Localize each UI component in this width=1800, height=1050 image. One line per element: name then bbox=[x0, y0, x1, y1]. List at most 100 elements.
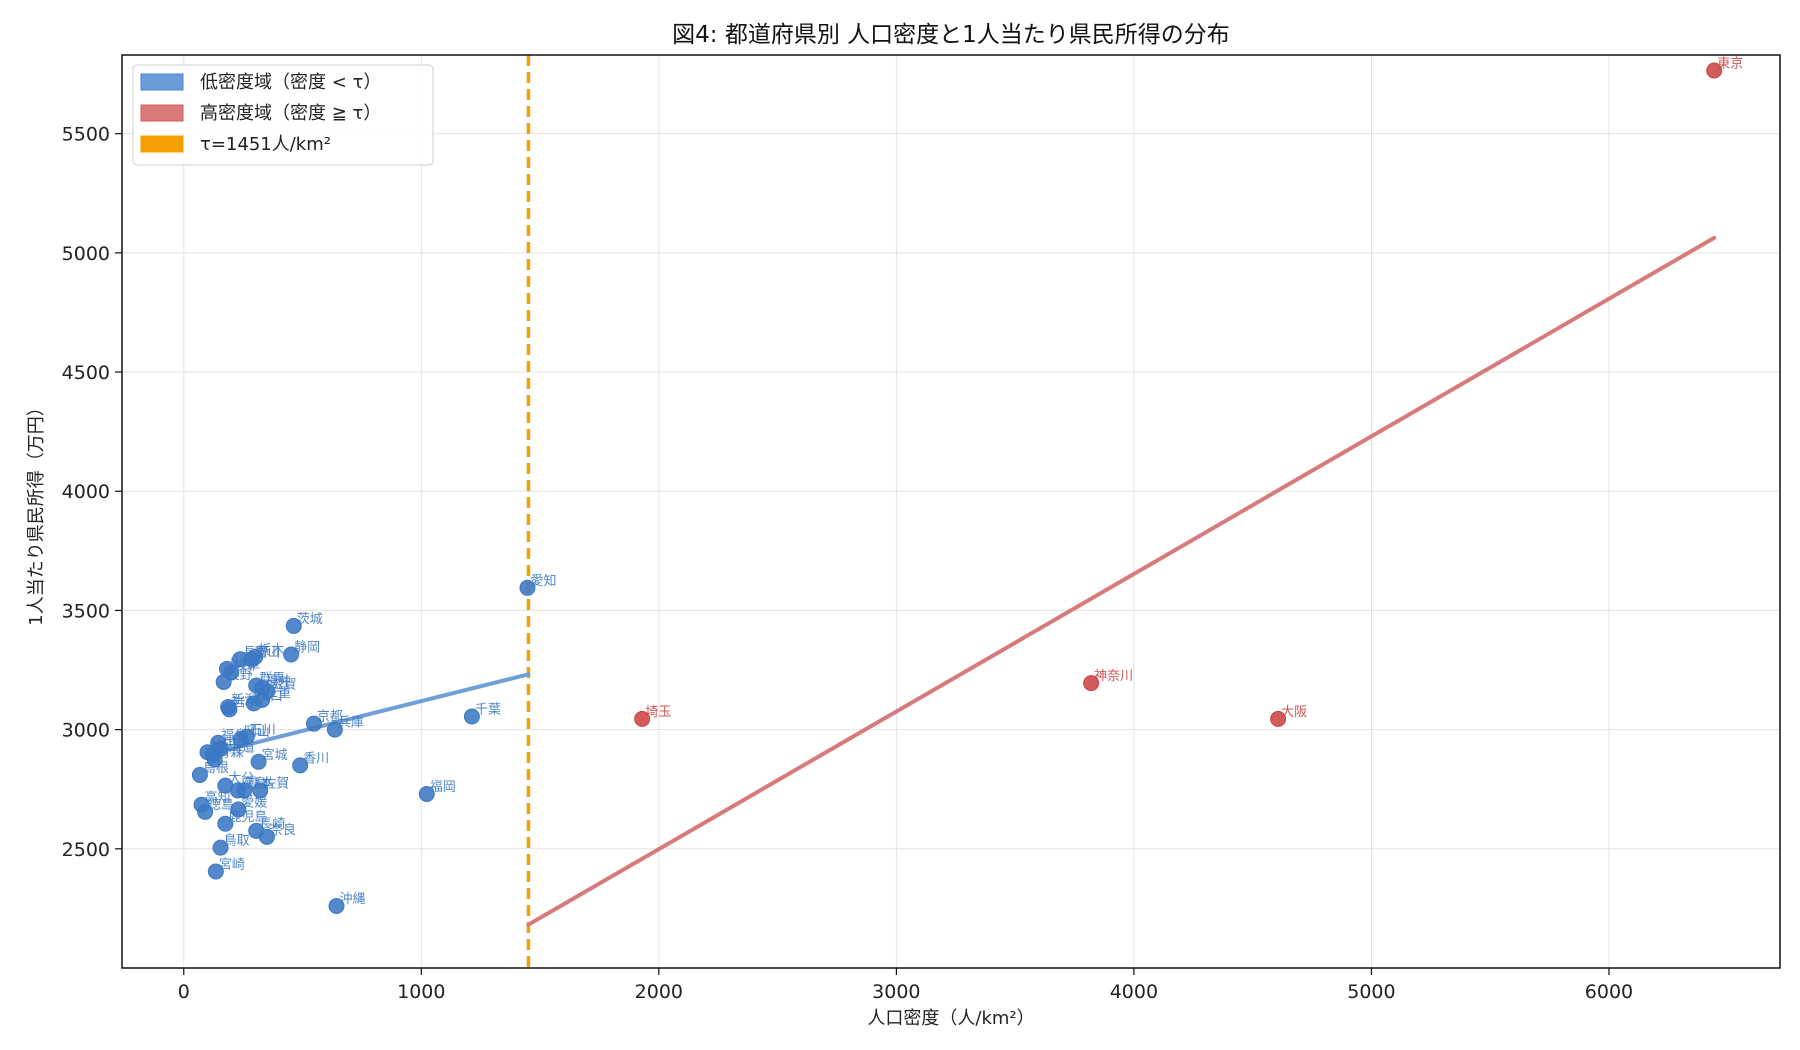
low-data-point bbox=[221, 701, 238, 718]
point-label: 埼玉 bbox=[645, 705, 671, 720]
point-label: 宮城 bbox=[262, 747, 288, 763]
y-tick-label: 3000 bbox=[62, 720, 110, 742]
point-label: 岐阜 bbox=[234, 657, 260, 673]
x-tick-label: 5000 bbox=[1347, 981, 1395, 1003]
x-tick-label: 2000 bbox=[635, 981, 683, 1003]
low-data-point bbox=[191, 766, 208, 783]
legend-swatch bbox=[140, 73, 184, 91]
low-data-point bbox=[236, 782, 253, 799]
point-label: 石川 bbox=[250, 723, 276, 738]
point-label: 長野 bbox=[227, 668, 253, 683]
point-label: 東京 bbox=[1717, 55, 1743, 71]
x-axis-label: 人口密度（人/km²） bbox=[867, 1008, 1034, 1029]
point-label: 愛媛 bbox=[241, 795, 267, 810]
grid-lines bbox=[122, 55, 1780, 968]
x-tick-label: 4000 bbox=[1110, 981, 1158, 1003]
low-data-point bbox=[254, 691, 271, 708]
point-label: 栃木 bbox=[258, 643, 284, 658]
point-label: 愛知 bbox=[530, 573, 556, 589]
y-axis-label: 1人当たり県民所得（万円） bbox=[26, 398, 47, 625]
low-data-point bbox=[328, 898, 345, 915]
point-label: 北海道 bbox=[216, 741, 255, 756]
fit-lines bbox=[205, 235, 1717, 927]
point-label: 福井 bbox=[265, 674, 291, 689]
point-label: 岩手 bbox=[232, 695, 258, 710]
high-data-point bbox=[634, 710, 651, 727]
point-label: 香川 bbox=[303, 751, 329, 766]
point-label: 大分 bbox=[228, 772, 254, 787]
point-label: 三重 bbox=[265, 685, 291, 701]
low-data-point bbox=[418, 785, 435, 802]
point-label: 大阪 bbox=[1281, 705, 1307, 720]
legend-box bbox=[132, 64, 434, 166]
legend: 低密度域（密度 < τ） 高密度域（密度 ≧ τ） τ=1451人/km² bbox=[132, 64, 434, 166]
low-data-point bbox=[250, 753, 267, 770]
x-axis-ticks: 0 1000 2000 3000 4000 5000 6000 bbox=[178, 968, 1633, 1003]
legend-label: 低密度域（密度 < τ） bbox=[200, 72, 381, 93]
point-label: 秋田 bbox=[211, 738, 237, 753]
low-data-point bbox=[215, 673, 232, 690]
low-data-point bbox=[292, 757, 309, 774]
low-data-point bbox=[519, 579, 536, 596]
point-label: 千葉 bbox=[475, 703, 501, 718]
x-tick-label: 6000 bbox=[1585, 981, 1633, 1003]
high-data-point bbox=[1270, 710, 1287, 727]
low-data-point bbox=[197, 803, 214, 820]
point-label: 山梨 bbox=[230, 655, 256, 670]
legend-swatch bbox=[140, 135, 184, 153]
point-label: 福岡 bbox=[430, 780, 456, 795]
point-label: 兵庫 bbox=[338, 716, 364, 731]
point-label: 宮崎 bbox=[219, 856, 245, 872]
low-data-point bbox=[283, 646, 300, 663]
low-data-point bbox=[258, 828, 275, 845]
y-axis-ticks: 2500 3000 3500 4000 4500 5000 5500 bbox=[62, 124, 122, 861]
y-tick-label: 2500 bbox=[62, 839, 110, 861]
x-tick-label: 1000 bbox=[397, 981, 445, 1003]
low-data-point bbox=[217, 815, 234, 832]
point-label: 鳥取 bbox=[224, 834, 250, 849]
point-label: 新潟 bbox=[231, 692, 257, 708]
point-label: 滋賀 bbox=[270, 677, 296, 692]
point-label: 長崎 bbox=[259, 817, 285, 832]
x-tick-label: 3000 bbox=[872, 981, 920, 1003]
low-data-point bbox=[232, 731, 249, 748]
y-tick-label: 4000 bbox=[62, 481, 110, 503]
point-label: 福島 bbox=[221, 729, 247, 744]
point-label: 徳島 bbox=[208, 798, 234, 813]
plot-frame bbox=[121, 54, 1781, 969]
point-label: 佐賀 bbox=[263, 776, 289, 791]
high-data-point bbox=[1706, 62, 1723, 79]
point-label: 岡山 bbox=[244, 725, 270, 740]
low-data-point bbox=[212, 839, 229, 856]
low-fit-line bbox=[205, 672, 531, 757]
high-data-point bbox=[1083, 675, 1100, 692]
point-label: 京都 bbox=[317, 710, 343, 725]
point-label: 富山 bbox=[254, 644, 280, 660]
y-tick-label: 3500 bbox=[62, 600, 110, 622]
low-data-point bbox=[463, 708, 480, 725]
chart-title: 図4: 都道府県別 人口密度と1人当たり県民所得の分布 bbox=[672, 22, 1230, 48]
legend-label: τ=1451人/km² bbox=[200, 134, 331, 155]
low-data-point bbox=[230, 801, 247, 818]
low-data-point bbox=[326, 721, 343, 738]
legend-swatch bbox=[140, 104, 184, 122]
y-tick-label: 4500 bbox=[62, 362, 110, 384]
x-tick-label: 0 bbox=[178, 981, 190, 1003]
y-tick-label: 5000 bbox=[62, 243, 110, 265]
point-label: 山口 bbox=[257, 689, 283, 704]
point-label: 青森 bbox=[218, 745, 244, 760]
y-tick-label: 5500 bbox=[62, 124, 110, 146]
low-data-point bbox=[285, 617, 302, 634]
point-label: 神奈川 bbox=[1094, 669, 1133, 684]
point-label: 山形 bbox=[224, 735, 250, 750]
low-data-point bbox=[232, 651, 249, 668]
data-points bbox=[191, 62, 1723, 915]
point-label: 鹿児島 bbox=[228, 809, 267, 825]
high-fit-line bbox=[526, 235, 1717, 927]
low-data-point bbox=[207, 863, 224, 880]
point-label: 熊本 bbox=[247, 775, 273, 791]
point-label: 広島 bbox=[241, 776, 267, 791]
point-label: 長野 bbox=[243, 645, 269, 660]
